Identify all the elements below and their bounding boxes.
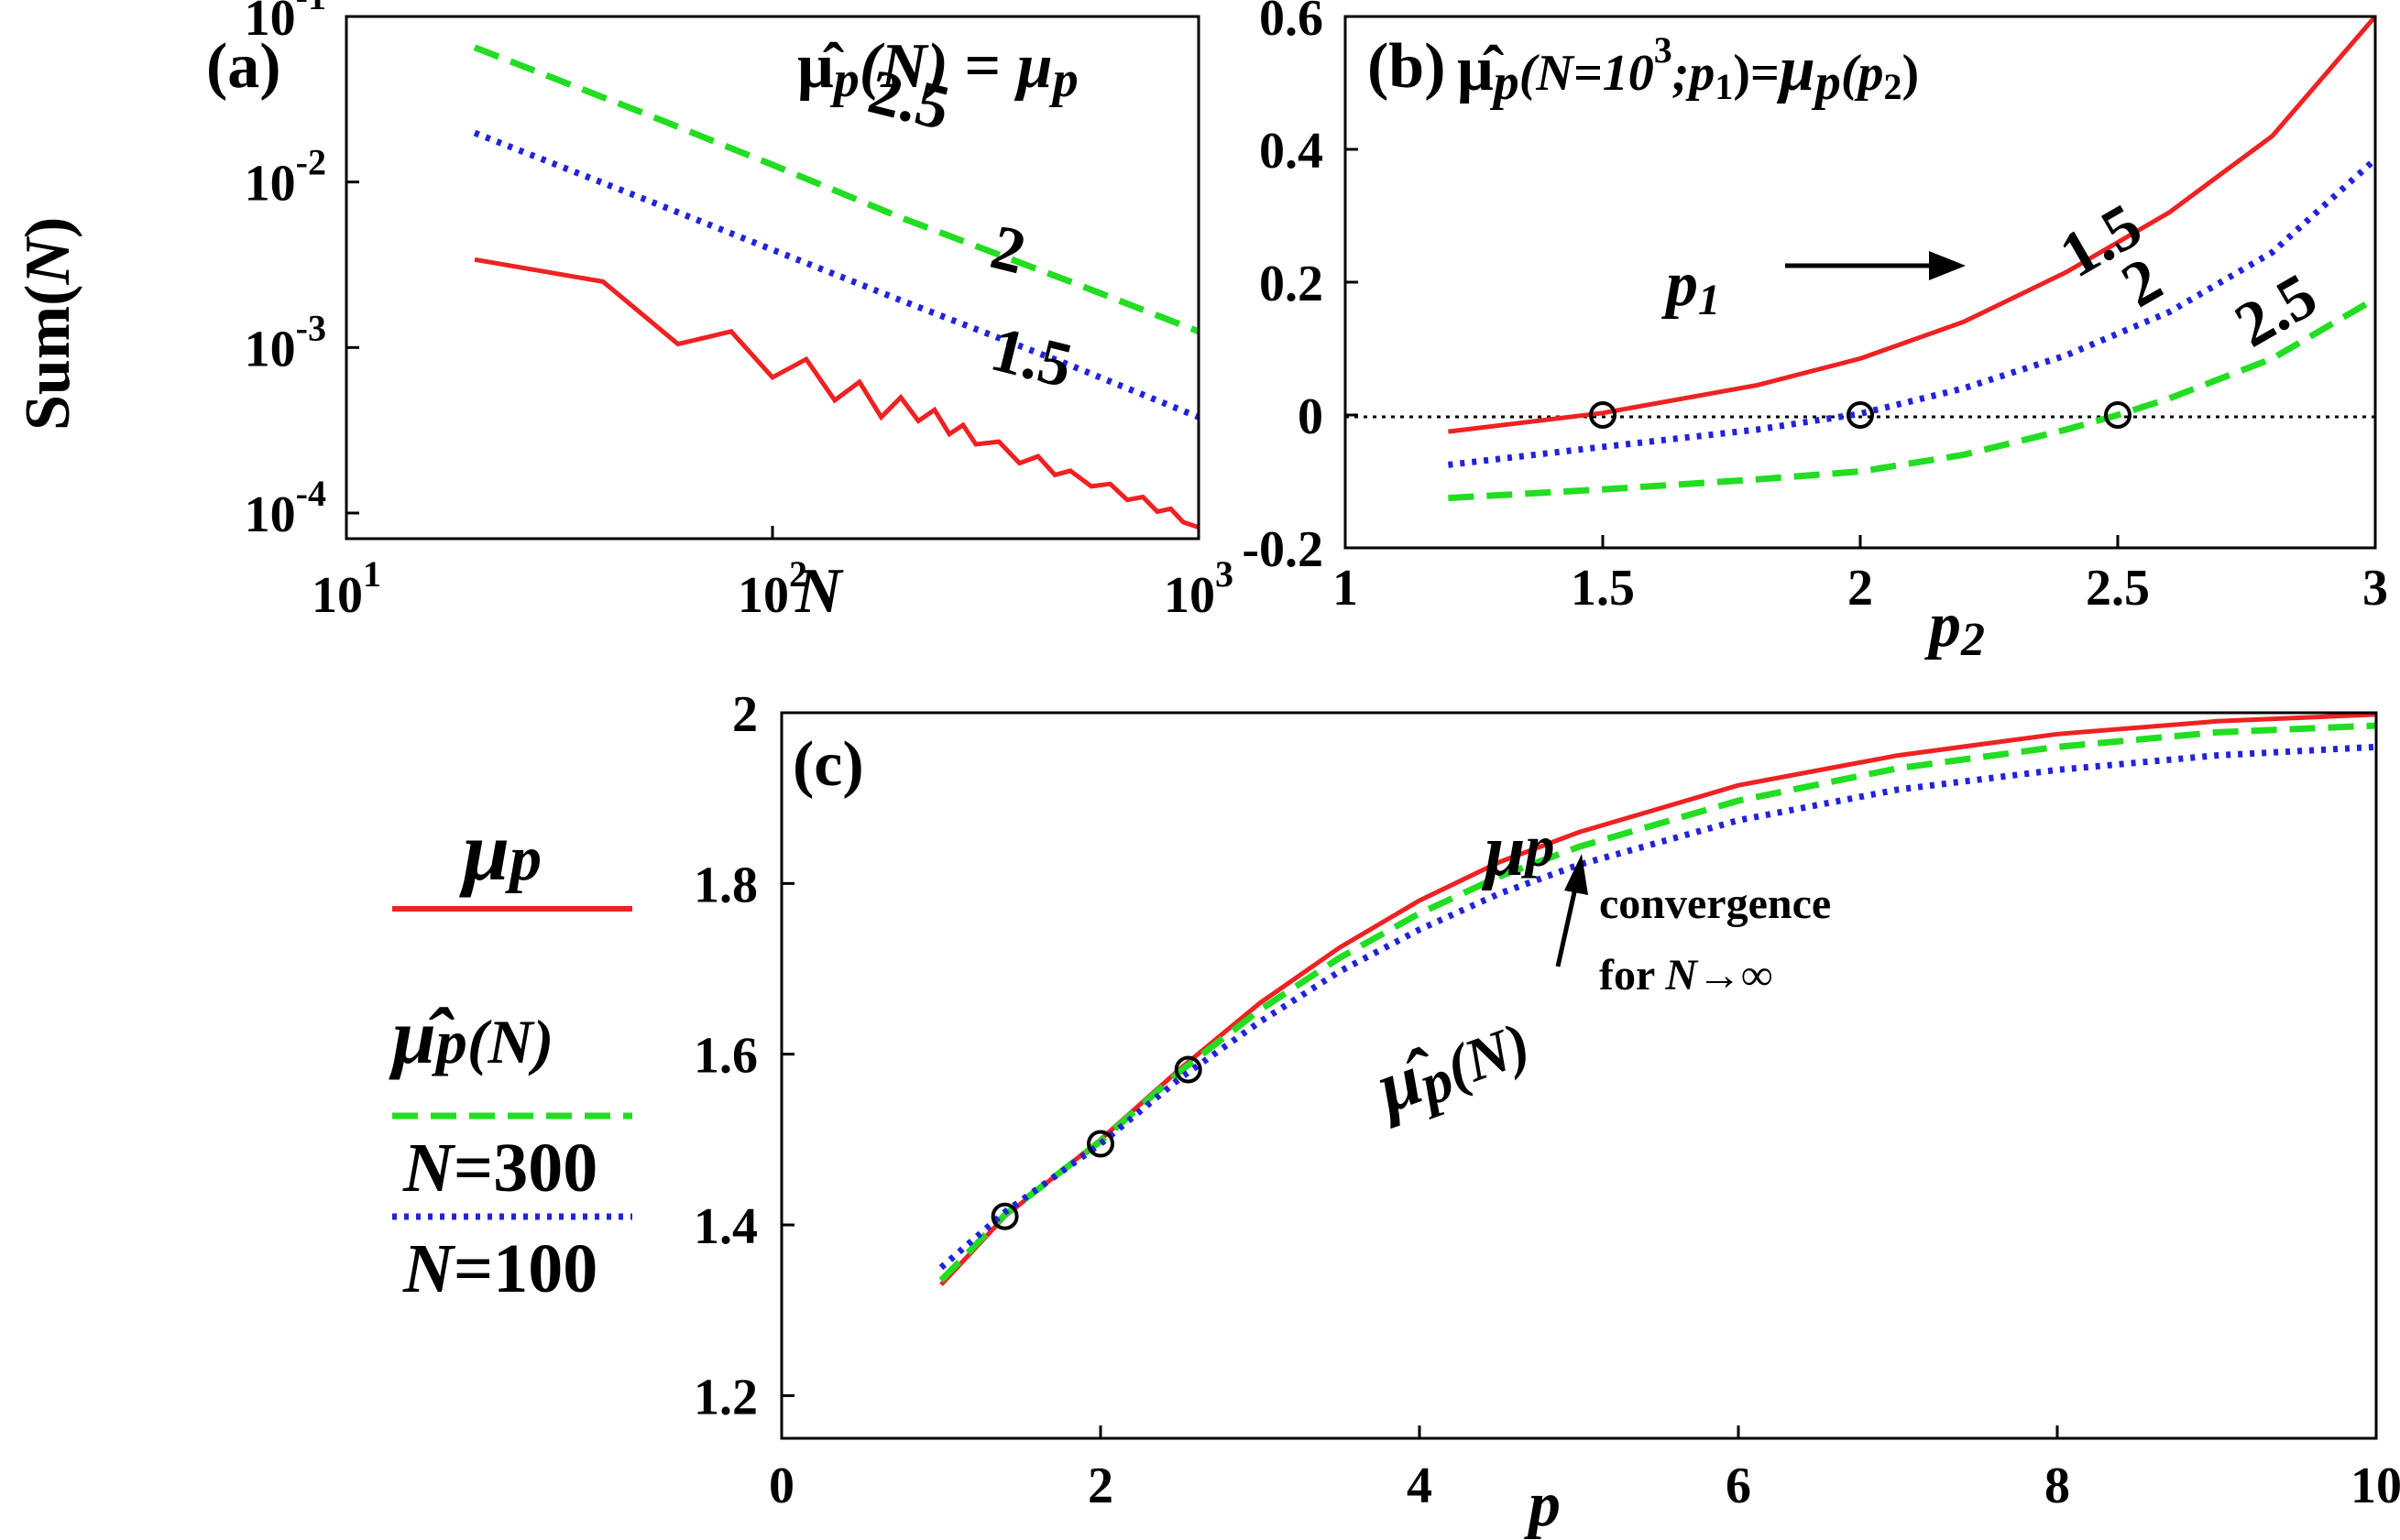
b-xtick-label: 1 xyxy=(1332,560,1358,617)
panel-a-xlabel: N xyxy=(795,556,844,627)
panel-b-ticks: 1 1.5 2 2.5 3 0.6 0.4 0.2 0 -0.2 xyxy=(1242,0,2388,617)
panel-c-series xyxy=(938,712,2377,1287)
a-series-2 xyxy=(473,129,1200,420)
c-xtick-label: 10 xyxy=(2351,1458,2400,1514)
a-xtick-label: 103 xyxy=(1164,553,1233,624)
panel-b-annotation-arrowhead xyxy=(1929,251,1966,280)
c-ytick-label: 1.8 xyxy=(694,857,758,913)
panel-a-series: 2.521.5 xyxy=(473,44,1200,530)
panel-a-title: μ̂p(N) = μp xyxy=(797,31,1079,108)
panel-c-mu-label: μp xyxy=(1481,811,1555,891)
panel-c: 0 2 4 6 8 10 1.2 1.4 1.6 1.8 2 (c) p μp μ̂p(N) con… xyxy=(694,686,2400,1540)
legend-muhat-label: μ̂p(N) xyxy=(389,992,553,1080)
panel-b-xlabel: p2 xyxy=(1924,590,1985,666)
a-series-label-2: 2 xyxy=(984,212,1033,288)
b-series-label-2: 2 xyxy=(2110,245,2174,322)
panel-a-ticks: 101 102 103 10-1 10-2 10-3 10-4 xyxy=(245,0,1233,624)
b-xtick-label: 1.5 xyxy=(1571,560,1635,617)
b-ytick-label: 0.4 xyxy=(1259,123,1323,180)
panel-a-ylabel: Sum(N) xyxy=(13,217,83,431)
b-marker-circle xyxy=(1589,401,1616,429)
b-xtick-label: 3 xyxy=(2362,560,2388,617)
panel-c-label: (c) xyxy=(793,729,864,800)
legend-n100-label: N=100 xyxy=(402,1230,597,1307)
a-ytick-label: 10-4 xyxy=(245,473,326,543)
panel-a-title-eq: = xyxy=(948,31,1017,102)
a-ytick-label: 10-3 xyxy=(245,307,326,377)
panel-b-annotation-p1: p1 xyxy=(1661,249,1720,324)
b-ytick-label: 0 xyxy=(1298,388,1323,445)
b-xtick-label: 2 xyxy=(1847,560,1873,617)
b-series-label-2-5: 2.5 xyxy=(2224,260,2329,361)
panel-b-markers xyxy=(1589,401,2132,429)
panel-c-convergence-line1: convergence xyxy=(1599,879,1831,928)
panel-a-title-mu2: μ xyxy=(1014,31,1053,102)
panel-a-title-p: p xyxy=(830,51,860,108)
c-marker-circle xyxy=(1087,1130,1114,1158)
panel-b-frame xyxy=(1343,15,2377,550)
c-ytick-label: 2 xyxy=(732,686,758,743)
panel-a-frame xyxy=(345,15,1200,541)
c-xtick-label: 8 xyxy=(2044,1458,2070,1514)
legend-mu-label: μp xyxy=(459,804,542,898)
panel-a: 2.521.5 101 102 103 10-1 10-2 10-3 10-4 (a) μ̂… xyxy=(13,0,1233,627)
a-xtick-label: 101 xyxy=(312,553,381,624)
c-ytick-label: 1.2 xyxy=(694,1369,758,1425)
panel-a-title-n: (N) xyxy=(860,31,948,102)
c-series-N-300 xyxy=(938,722,2377,1283)
b-ytick-label: -0.2 xyxy=(1242,521,1323,578)
c-xtick-label: 0 xyxy=(769,1458,795,1514)
a-series-2-5 xyxy=(473,44,1200,335)
c-ytick-label: 1.6 xyxy=(694,1028,758,1085)
a-series-label-1-5: 1.5 xyxy=(984,314,1079,402)
b-ytick-label: 0.6 xyxy=(1259,0,1323,47)
panel-a-title-p2: p xyxy=(1049,51,1079,108)
b-marker-circle xyxy=(1847,401,1874,429)
panel-c-frame xyxy=(780,711,2378,1440)
panel-c-convergence-line2: for N→∞ xyxy=(1599,951,1772,999)
panel-c-convergence-arrowhead xyxy=(1564,854,1588,895)
b-series-1-5 xyxy=(1448,15,2377,434)
b-xtick-label: 2.5 xyxy=(2086,560,2150,617)
b-marker-circle xyxy=(2104,401,2132,429)
c-xtick-label: 2 xyxy=(1088,1458,1113,1514)
panel-c-convergence-arrow xyxy=(1555,883,1579,967)
a-xtick-label: 102 xyxy=(738,553,807,624)
panel-a-label: (a) xyxy=(206,31,281,102)
a-series-1-5 xyxy=(474,257,1200,530)
c-marker-circle xyxy=(1174,1055,1202,1084)
c-xtick-label: 6 xyxy=(1726,1458,1751,1514)
b-ytick-label: 0.2 xyxy=(1259,256,1323,312)
c-marker-circle xyxy=(991,1202,1019,1230)
c-xtick-label: 4 xyxy=(1407,1458,1432,1514)
panel-c-muhat-label: μ̂p(N) xyxy=(1363,999,1540,1134)
panel-b-title: μ̂p(N=103;p1)=μp(p2) xyxy=(1457,29,1919,111)
c-ytick-label: 1.4 xyxy=(694,1198,758,1255)
b-series-2-5 xyxy=(1448,296,2377,502)
panel-c-markers xyxy=(991,1055,1202,1230)
panel-c-ticks: 0 2 4 6 8 10 1.2 1.4 1.6 1.8 2 xyxy=(694,686,2400,1514)
a-ytick-label: 10-2 xyxy=(245,142,326,213)
legend-n300-label: N=300 xyxy=(402,1130,597,1207)
a-ytick-label: 10-1 xyxy=(245,0,326,47)
panel-c-legend: μp μ̂p(N) N=300 N=100 xyxy=(389,804,632,1307)
panel-b: 1.5 2 2.5 1 1.5 2 2.5 3 0.6 0.4 0.2 0 -0.2 (b) μ̂p(… xyxy=(1242,0,2388,666)
panel-c-xlabel: p xyxy=(1524,1469,1561,1540)
c-series-mu-p xyxy=(939,712,2377,1287)
panel-b-label: (b) xyxy=(1367,31,1446,102)
